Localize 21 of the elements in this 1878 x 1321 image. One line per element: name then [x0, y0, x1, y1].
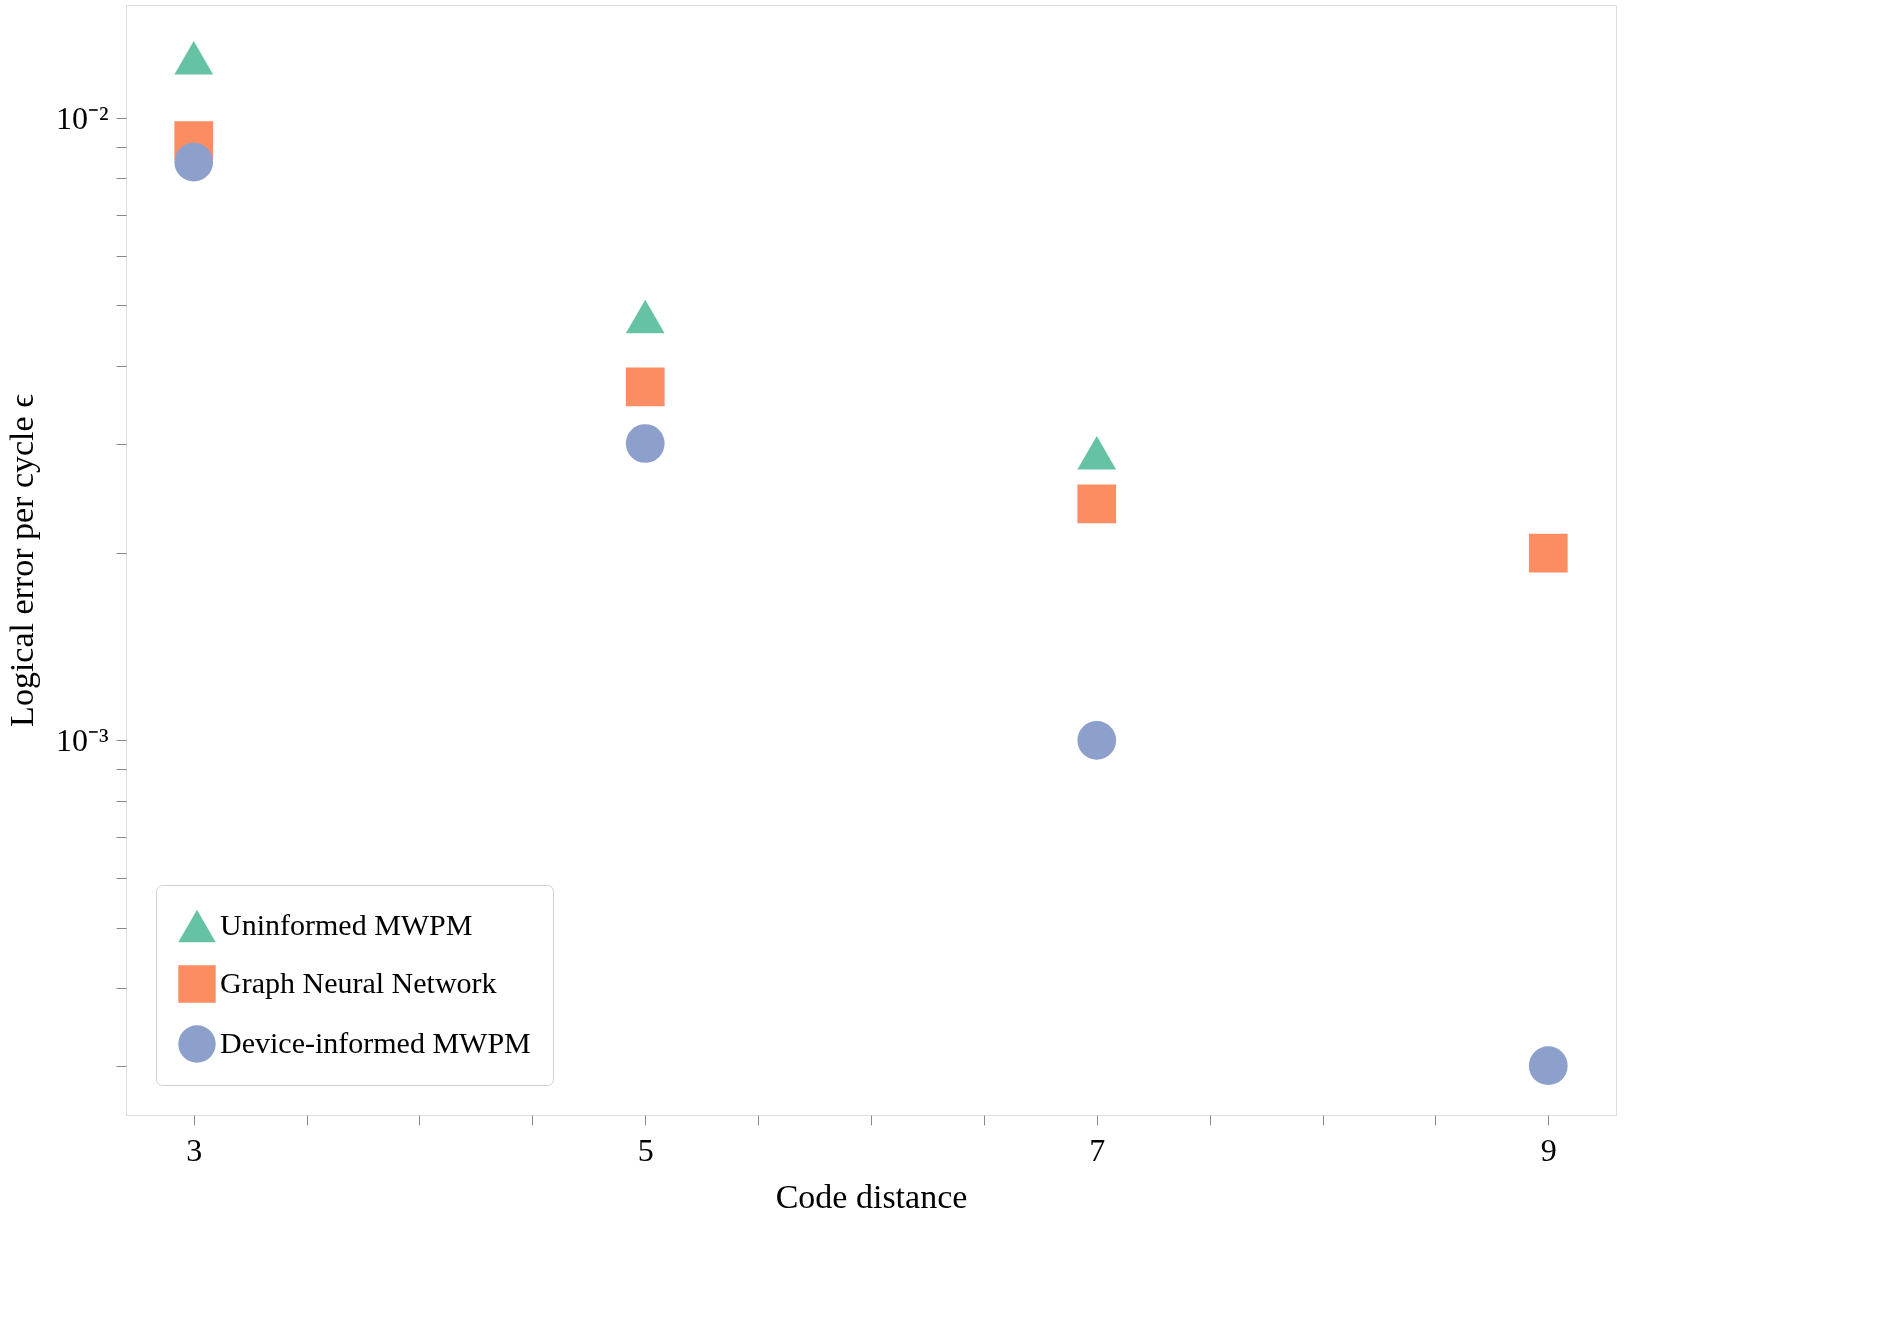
x-axis-title: Code distance: [775, 1177, 968, 1215]
legend-label: Device-informed MWPM: [220, 1026, 531, 1059]
point: [1528, 1046, 1568, 1086]
y-tick-label: 10⁻²: [55, 99, 109, 136]
point: [1077, 484, 1117, 524]
point: [625, 424, 665, 463]
point: [1077, 435, 1117, 470]
x-tick-label: 9: [1540, 1131, 1557, 1168]
point: [625, 367, 665, 407]
point: [1077, 721, 1117, 760]
point: [174, 142, 214, 182]
point: [1528, 533, 1568, 573]
point: [625, 299, 665, 334]
x-tick-label: 5: [637, 1131, 654, 1168]
x-tick-label: 3: [186, 1131, 203, 1168]
legend-label: Uninformed MWPM: [220, 908, 473, 941]
point: [174, 41, 214, 75]
y-axis-title: Logical error per cycle ϵ: [2, 393, 40, 727]
legend-label: Graph Neural Network: [220, 966, 497, 999]
y-tick-label: 10⁻³: [55, 721, 109, 758]
x-tick-label: 7: [1089, 1131, 1106, 1168]
